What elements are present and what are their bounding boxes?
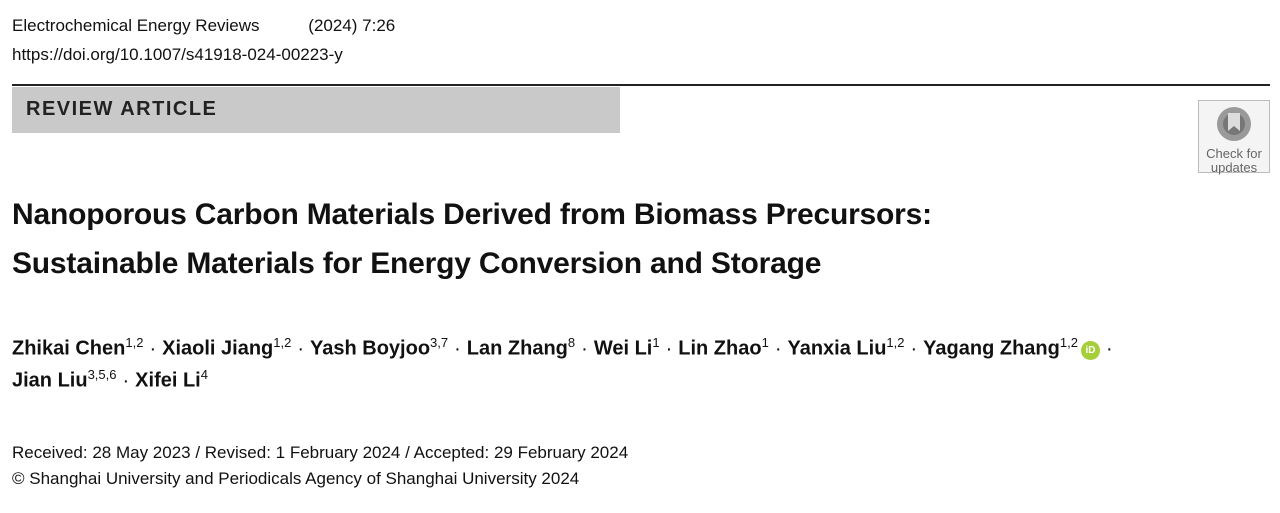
separator: · [149, 337, 157, 360]
author-name: Lan Zhang [466, 337, 568, 360]
doi[interactable]: https://doi.org/10.1007/s41918-024-00223… [12, 45, 343, 64]
journal-line: Electrochemical Energy Reviews (2024) 7:… [12, 16, 395, 36]
author-name: Xifei Li [135, 369, 201, 392]
separator: · [454, 337, 461, 360]
author-name: Jian Liu [12, 369, 88, 392]
author-name: Yagang Zhang [923, 337, 1060, 360]
badge-line: updates [1210, 160, 1258, 175]
title-line: Nanoporous Carbon Materials Derived from… [12, 198, 932, 231]
author-name: Yash Boyjoo [310, 337, 431, 360]
badge-line: Check for [1206, 146, 1262, 161]
citation: (2024) 7:26 [308, 16, 396, 35]
separator: · [297, 337, 305, 360]
separator: · [581, 337, 588, 360]
rule [12, 84, 1270, 86]
separator: · [1105, 337, 1113, 360]
check-updates-badge[interactable]: Check for updates [1198, 100, 1270, 175]
article-type-box: REVIEW ARTICLE [12, 87, 620, 133]
journal: Electrochemical Energy Reviews [12, 16, 260, 35]
article-type: REVIEW ARTICLE [26, 98, 218, 120]
affiliation: 1,2 [125, 335, 144, 350]
separator: · [665, 337, 673, 360]
affiliation: 8 [567, 335, 576, 350]
author-name: Lin Zhao [678, 337, 762, 360]
affiliation: 1,2 [886, 335, 905, 350]
orcid-icon: iD [1080, 340, 1100, 360]
affiliation: 3,7 [430, 335, 449, 350]
dates: Received: 28 May 2023 / Revised: 1 Febru… [12, 443, 629, 462]
affiliation: 3,5,6 [87, 367, 117, 382]
affiliation: 1,2 [273, 335, 292, 350]
author-name: Zhikai Chen [12, 337, 126, 360]
affiliation: 1,2 [1059, 335, 1078, 350]
affiliation: 4 [200, 367, 208, 382]
author-line: Zhikai Chen1,2 · Xiaoli Jiang1,2 · Yash Boyj… [12, 335, 1119, 361]
affiliation: 1 [761, 335, 769, 350]
badge-icon [1217, 107, 1251, 141]
author-name: Yanxia Liu [787, 337, 887, 360]
title-line: Sustainable Materials for Energy Convers… [12, 247, 822, 280]
copyright: © Shanghai University and Periodicals Ag… [12, 469, 580, 488]
author-line: Jian Liu3,5,6 · Xifei Li4 [12, 367, 208, 393]
affiliation: 1 [652, 335, 660, 350]
separator: · [122, 369, 130, 392]
author-name: Xiaoli Jiang [162, 337, 274, 360]
separator: · [774, 337, 782, 360]
separator: · [910, 337, 918, 360]
author-name: Wei Li [593, 337, 653, 360]
